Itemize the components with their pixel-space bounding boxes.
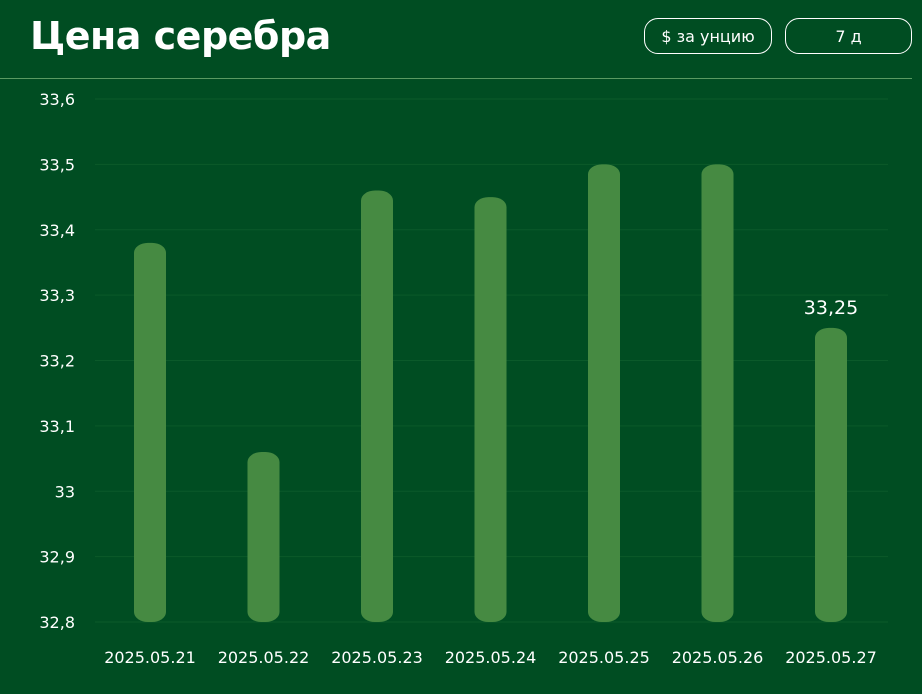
y-tick-label: 33,5: [39, 155, 75, 174]
y-tick-label: 33: [55, 482, 75, 501]
y-tick-label: 33,4: [39, 221, 75, 240]
y-tick-label: 32,9: [39, 548, 75, 567]
bar-2025.05.21[interactable]: [134, 242, 166, 622]
data-labels: 33,25: [804, 297, 858, 319]
bar-2025.05.26[interactable]: [701, 164, 734, 622]
x-tick-label: 2025.05.24: [445, 648, 537, 667]
x-tick-label: 2025.05.26: [672, 648, 764, 667]
bar-2025.05.23[interactable]: [361, 190, 393, 622]
x-tick-label: 2025.05.27: [785, 648, 877, 667]
y-tick-label: 33,3: [39, 286, 75, 305]
bar-2025.05.27[interactable]: [815, 327, 847, 622]
x-tick-label: 2025.05.21: [104, 648, 196, 667]
y-tick-label: 32,8: [39, 613, 75, 632]
y-tick-label: 33,2: [39, 352, 75, 371]
x-tick-label: 2025.05.23: [331, 648, 423, 667]
period-selector-button[interactable]: 7 д: [785, 18, 912, 54]
header-divider: [0, 78, 912, 79]
y-axis-tick-labels: 33,6 33,5 33,4 33,3 33,2 33,1 33 32,9 32,8: [39, 90, 75, 632]
y-tick-label: 33,1: [39, 417, 75, 436]
bar-2025.05.25[interactable]: [588, 164, 620, 622]
x-tick-label: 2025.05.22: [218, 648, 310, 667]
data-label: 33,25: [804, 297, 858, 319]
page-title: Цена серебра: [30, 14, 331, 58]
bar-2025.05.22[interactable]: [247, 452, 280, 622]
unit-selector-button[interactable]: $ за унцию: [644, 18, 772, 54]
bar-2025.05.24[interactable]: [474, 197, 507, 622]
x-axis-tick-labels: 2025.05.21 2025.05.22 2025.05.23 2025.05.24…: [104, 648, 877, 667]
y-tick-label: 33,6: [39, 90, 75, 109]
x-tick-label: 2025.05.25: [558, 648, 650, 667]
bars: [134, 164, 847, 622]
